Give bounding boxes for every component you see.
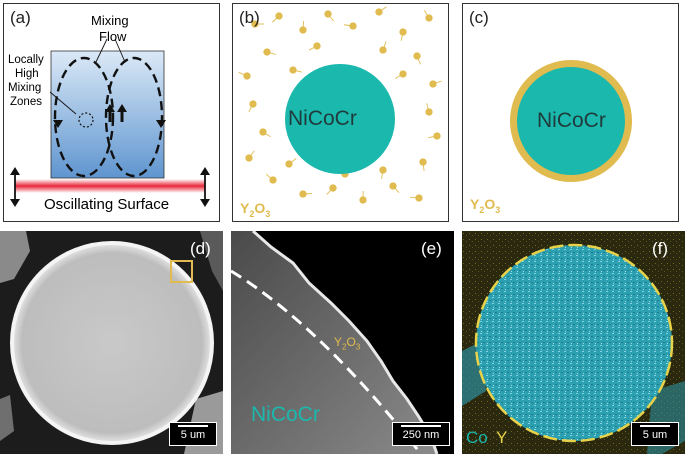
motion-tick [302, 20, 305, 31]
motion-tick [409, 196, 420, 199]
flow-vessel [50, 50, 165, 179]
mixing-flow-label-1: Mixing [91, 13, 129, 28]
oxide-label: Y2O3 [240, 200, 271, 219]
motion-tick [248, 150, 255, 159]
panel-d: (d) 5 um [0, 231, 223, 454]
legend-co: Co [466, 428, 488, 447]
material-label: NiCoCr [251, 403, 320, 426]
oxide-label: Y2O3 [334, 335, 361, 352]
mixing-diagram [10, 38, 210, 207]
motion-tick [423, 10, 430, 19]
zone-label-1: Locally [8, 54, 44, 66]
sem-image-particle [0, 231, 223, 454]
scalebar: 5 um [631, 422, 679, 446]
motion-tick [266, 51, 276, 55]
eds-map [462, 231, 685, 454]
motion-tick [381, 169, 384, 179]
panel-b-label: (b) [239, 8, 260, 27]
motion-tick [344, 24, 354, 27]
motion-tick [400, 31, 404, 41]
motion-tick [262, 131, 271, 138]
particle-dispersion [238, 6, 442, 204]
panel-f: (f) Co Y 5 um [462, 231, 685, 454]
nicocr-particle [285, 64, 395, 174]
y2o3-particle [399, 28, 407, 36]
interface-dashed-line [231, 269, 423, 454]
panel-d-label: (d) [190, 239, 211, 258]
arrow-down-left [53, 120, 63, 128]
legend-y: Y [496, 428, 508, 447]
panel-c: (c) NiCoCr Y2O3 [462, 3, 679, 222]
motion-tick [327, 13, 335, 22]
core-label: NiCoCr [537, 109, 606, 132]
motion-tick [432, 80, 442, 85]
motion-tick [288, 158, 297, 165]
motion-tick [248, 103, 254, 113]
oxide-label: Y2O3 [470, 196, 501, 215]
scalebar: 250 nm [392, 422, 450, 446]
core-label: NiCoCr [288, 107, 357, 130]
panel-b: (b) NiCoCr Y2O3 [232, 3, 449, 222]
motion-tick [422, 161, 425, 171]
motion-tick [272, 15, 280, 23]
motion-tick [426, 103, 430, 113]
flow-loop-right [104, 56, 164, 178]
scalebar: 5 um [169, 422, 217, 446]
zone-label-4: Zones [10, 96, 42, 108]
oscillating-surface [15, 179, 205, 193]
mixing-flow-label-2: Flow [99, 29, 127, 44]
zone-label-2: High [15, 68, 39, 80]
eds-particle-yttrium-rim [474, 243, 674, 443]
mixing-zone-circle [78, 112, 94, 128]
arrow-up-left [105, 104, 115, 122]
motion-tick [416, 55, 421, 65]
motion-tick [392, 185, 400, 193]
motion-tick [382, 41, 387, 51]
flow-loop-left [53, 56, 115, 178]
panel-a-label: (a) [10, 8, 31, 27]
sem-particle [10, 241, 214, 445]
panel-a: (a) Mixing Flow Locally High Mixing Zone… [3, 3, 220, 222]
eds-particle-cobalt [476, 245, 672, 441]
panel-c-label: (c) [469, 8, 489, 27]
panel-e: (e) Y2O3 NiCoCr 250 nm [231, 231, 454, 454]
motion-tick [238, 71, 248, 77]
arrow-up-right [117, 104, 127, 122]
highlight-box [170, 260, 193, 283]
arrow-down-right [156, 120, 166, 128]
motion-tick [326, 187, 334, 195]
motion-tick [378, 6, 387, 13]
zone-label-3: Mixing [8, 82, 42, 94]
motion-tick [308, 45, 318, 51]
coated-particle [510, 60, 632, 182]
motion-tick [394, 73, 404, 79]
panel-f-label: (f) [652, 239, 669, 258]
motion-tick [428, 135, 438, 139]
motion-tick [265, 173, 274, 181]
oscillating-surface-label: Oscillating Surface [44, 196, 170, 213]
motion-tick [292, 69, 302, 73]
sem-image-interface [231, 231, 454, 454]
panel-e-label: (e) [421, 239, 442, 258]
nicocr-core [517, 67, 625, 175]
